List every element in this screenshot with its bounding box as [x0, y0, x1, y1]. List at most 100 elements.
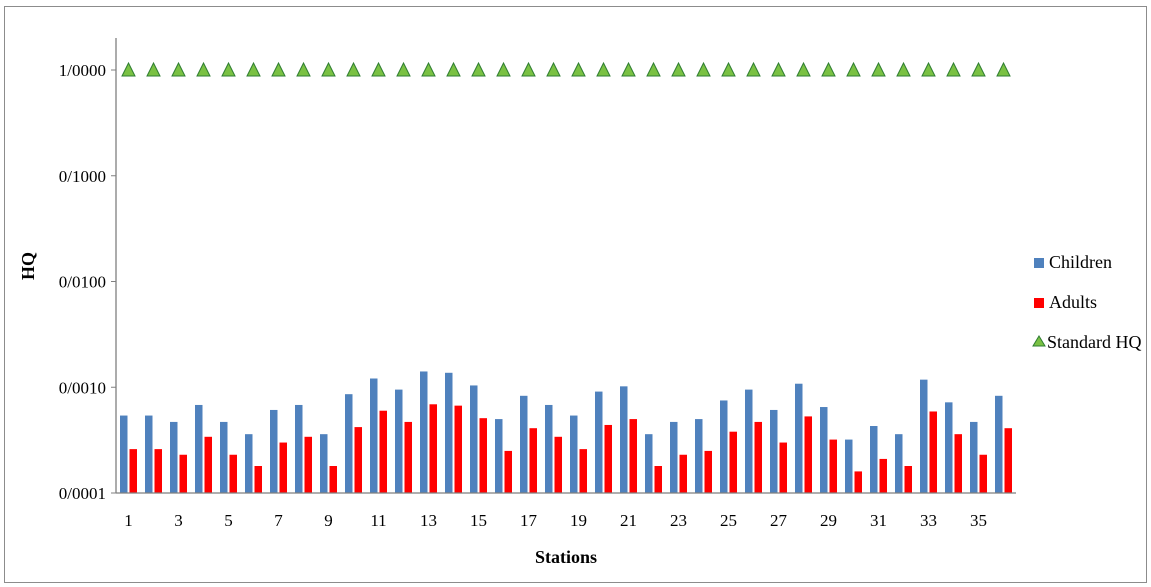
bar-adults [154, 449, 162, 493]
x-tick-label: 5 [224, 511, 233, 530]
bar-children [495, 419, 503, 493]
bar-adults [329, 466, 337, 493]
bar-adults [604, 424, 612, 493]
standard-hq-marker [371, 61, 386, 77]
x-tick-label: 7 [274, 511, 283, 530]
standard-hq-marker [571, 61, 586, 77]
standard-hq-marker [321, 61, 336, 77]
bar-children [295, 404, 303, 493]
bar-children [695, 419, 703, 493]
bar-adults [654, 466, 662, 493]
standard-hq-marker [146, 61, 161, 77]
bar-children [120, 415, 128, 493]
y-tick-label: 0/1000 [59, 167, 106, 186]
x-tick-label: 27 [770, 511, 788, 530]
bar-adults [554, 436, 562, 493]
x-tick-label: 1 [124, 511, 133, 530]
standard-hq-marker [746, 61, 761, 77]
standard-hq-marker [896, 61, 911, 77]
bar-adults [954, 434, 962, 493]
bar-adults [879, 458, 887, 493]
bar-adults [779, 442, 787, 493]
bar-adults [454, 405, 462, 493]
bar-adults [404, 421, 412, 493]
y-tick-label: 0/0010 [59, 378, 106, 397]
bar-children [445, 372, 453, 493]
bar-children [895, 434, 903, 493]
bar-children [545, 404, 553, 493]
bar-children [620, 386, 628, 493]
bar-children [870, 426, 878, 493]
standard-hq-marker [421, 61, 436, 77]
y-tick-label: 0/0001 [59, 484, 106, 503]
x-tick-label: 3 [174, 511, 183, 530]
bar-children [970, 421, 978, 493]
y-tick-labels: 1/0000 0/1000 0/0100 0/0010 0/0001 [59, 61, 106, 503]
y-tick-label: 0/0100 [59, 273, 106, 292]
standard-hq-marker [796, 61, 811, 77]
bar-children [520, 395, 528, 493]
standard-hq-marker [996, 61, 1011, 77]
standard-hq-marker [496, 61, 511, 77]
bar-children [570, 415, 578, 493]
bar-children [770, 409, 778, 493]
standard-hq-marker [921, 61, 936, 77]
legend-swatch-adults [1034, 298, 1044, 308]
bar-children [845, 439, 853, 493]
bar-adults [629, 419, 637, 493]
standard-hq-marker [946, 61, 961, 77]
legend-swatch-children [1034, 258, 1044, 268]
standard-hq-marker [196, 61, 211, 77]
standard-hq-marker [446, 61, 461, 77]
bar-adults [429, 404, 437, 493]
standard-hq-marker [171, 61, 186, 77]
bar-children [195, 404, 203, 493]
bar-adults [804, 416, 812, 493]
bar-children [820, 407, 828, 493]
bar-adults [904, 466, 912, 493]
bar-adults [304, 436, 312, 493]
axes [111, 38, 1016, 494]
standard-hq-marker [771, 61, 786, 77]
x-tick-label: 19 [570, 511, 587, 530]
standard-hq-marker [221, 61, 236, 77]
bar-children [745, 389, 753, 493]
bar-adults [129, 449, 137, 493]
bar-children [920, 379, 928, 493]
x-tick-label: 25 [720, 511, 737, 530]
standard-hq-marker [646, 61, 661, 77]
standard-hq-markers [121, 61, 1011, 77]
x-axis-title: Stations [535, 547, 597, 567]
x-tick-label: 23 [670, 511, 687, 530]
bar-children [320, 434, 328, 493]
bar-adults [829, 439, 837, 493]
bar-adults [704, 450, 712, 493]
x-tick-labels: 1 3 5 7 9 11 13 15 17 19 21 23 25 27 29 31 33 35 [124, 511, 987, 530]
bar-children [645, 434, 653, 493]
bar-adults [254, 466, 262, 493]
standard-hq-marker [721, 61, 736, 77]
bar-adults [479, 418, 487, 493]
bar-adults [204, 436, 212, 493]
bar-adults [579, 449, 587, 493]
legend-swatch-standard-hq [1032, 335, 1046, 347]
bar-children [470, 385, 478, 493]
standard-hq-marker [296, 61, 311, 77]
bar-adults [229, 454, 237, 493]
legend: Children Adults Standard HQ [1032, 252, 1141, 352]
bar-children [670, 421, 678, 493]
bar-children [245, 434, 253, 493]
bar-children [595, 391, 603, 493]
bar-children [370, 378, 378, 493]
x-tick-label: 35 [970, 511, 987, 530]
bar-children [420, 371, 428, 493]
x-tick-label: 21 [620, 511, 637, 530]
x-tick-label: 33 [920, 511, 937, 530]
standard-hq-marker [696, 61, 711, 77]
y-axis-title: HQ [18, 252, 38, 280]
standard-hq-marker [246, 61, 261, 77]
standard-hq-marker [621, 61, 636, 77]
bar-adults [754, 421, 762, 493]
bar-children [395, 389, 403, 493]
bar-children [795, 383, 803, 493]
